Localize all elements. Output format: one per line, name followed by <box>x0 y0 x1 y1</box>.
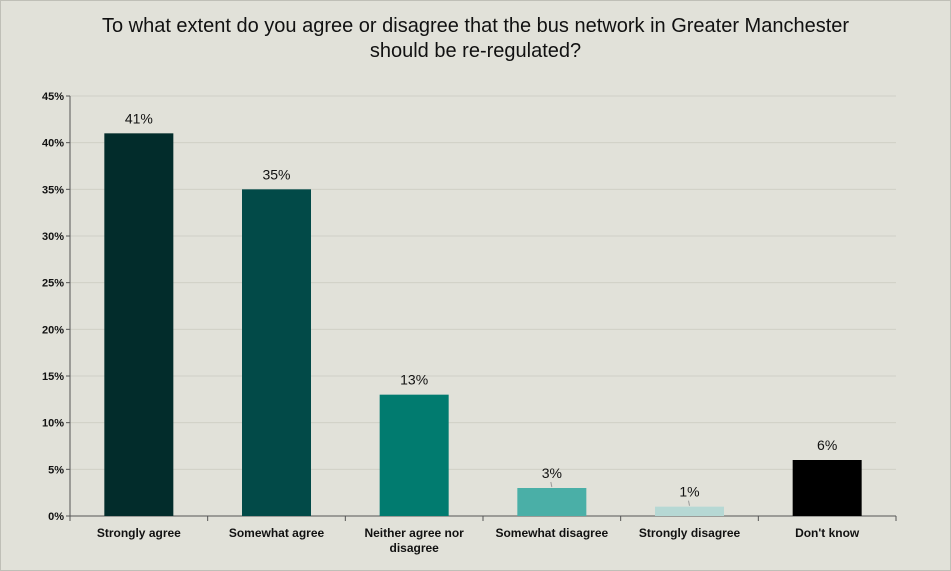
bar <box>379 394 449 516</box>
data-label: 3% <box>542 465 562 481</box>
category-label: Don't know <box>795 526 860 540</box>
data-label: 41% <box>125 110 153 126</box>
y-tick-label: 35% <box>42 184 64 196</box>
label-leader <box>550 481 553 488</box>
y-tick-label: 10% <box>42 418 64 430</box>
bar <box>242 189 311 517</box>
bar <box>655 506 724 516</box>
y-tick-label: 45% <box>42 91 64 103</box>
category-label: Somewhat disagree <box>495 526 608 540</box>
y-tick-label: 25% <box>42 278 64 290</box>
category-label: Strongly agree <box>97 526 181 540</box>
chart-title: To what extent do you agree or disagree … <box>101 15 850 62</box>
category-label: Strongly disagree <box>639 526 741 540</box>
y-tick-label: 20% <box>42 324 64 336</box>
y-tick-label: 15% <box>42 371 64 383</box>
category-label: Somewhat agree <box>229 526 325 540</box>
data-label: 35% <box>262 166 290 182</box>
bar <box>517 488 587 516</box>
bar <box>792 460 862 516</box>
category-label: Neither agree nor disagree <box>364 526 464 555</box>
data-label: 6% <box>817 437 837 453</box>
data-label: 1% <box>679 484 699 500</box>
y-tick-label: 30% <box>42 231 64 243</box>
y-tick-label: 0% <box>48 511 64 523</box>
y-tick-label: 5% <box>48 464 64 476</box>
label-leader <box>688 500 690 506</box>
bar <box>104 133 174 517</box>
y-tick-label: 40% <box>42 138 64 150</box>
data-label: 13% <box>400 372 428 388</box>
